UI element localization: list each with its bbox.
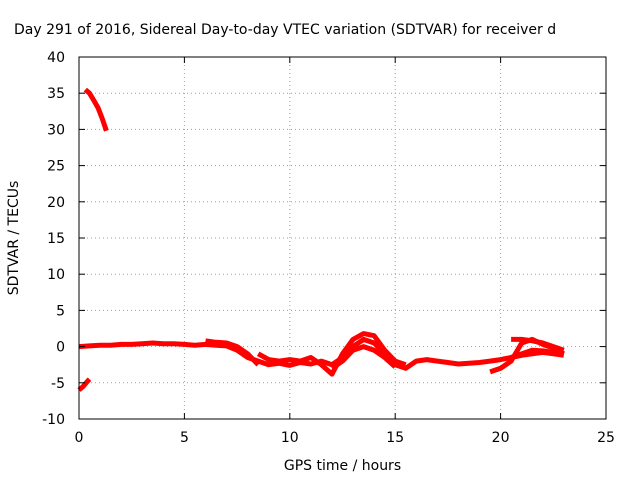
chart-title: Day 291 of 2016, Sidereal Day-to-day VTE… xyxy=(14,22,556,38)
grid xyxy=(79,57,606,419)
series-segment-0 xyxy=(83,87,109,132)
x-tick-label: 10 xyxy=(281,430,299,446)
series-segment-5 xyxy=(330,344,397,371)
y-tick-labels: -10 -5 0 5 10 15 20 25 30 35 40 xyxy=(42,50,65,428)
x-tick-label: 20 xyxy=(492,430,510,446)
x-tick-label: 5 xyxy=(180,430,189,446)
x-tick-label: 15 xyxy=(386,430,404,446)
y-tick-label: 35 xyxy=(47,86,65,102)
y-tick-label: 10 xyxy=(47,267,65,283)
series-segment-7 xyxy=(511,336,565,353)
series-layer xyxy=(77,87,566,392)
y-tick-label: 5 xyxy=(56,303,65,319)
y-tick-label: -5 xyxy=(51,376,65,392)
y-tick-label: 25 xyxy=(47,159,65,175)
series-segment-4 xyxy=(256,331,407,377)
y-tick-label: 15 xyxy=(47,231,65,247)
x-axis-label: GPS time / hours xyxy=(284,458,401,474)
y-axis-label: SDTVAR / TECUs xyxy=(6,181,22,296)
series-segment-3 xyxy=(205,338,260,367)
series-segment-2 xyxy=(78,336,565,371)
ticks xyxy=(78,56,607,420)
x-tick-label: 25 xyxy=(597,430,615,446)
y-tick-label: -10 xyxy=(42,412,65,428)
y-tick-label: 20 xyxy=(47,195,65,211)
plot-frame xyxy=(78,56,607,420)
y-tick-label: 40 xyxy=(47,50,65,66)
y-tick-label: 30 xyxy=(47,122,65,138)
x-tick-label: 0 xyxy=(75,430,84,446)
x-tick-labels: 0 5 10 15 20 25 xyxy=(75,430,615,446)
series-segment-1 xyxy=(77,377,92,392)
series-segment-8 xyxy=(510,349,565,360)
y-tick-label: 0 xyxy=(56,340,65,356)
